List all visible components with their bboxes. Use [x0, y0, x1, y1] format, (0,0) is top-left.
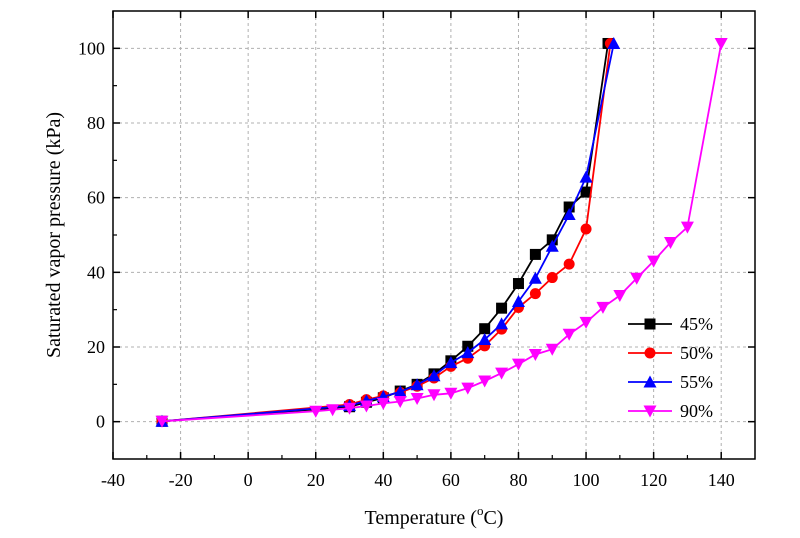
grid-lines — [112, 11, 755, 459]
data-point-marker — [427, 389, 441, 402]
data-point-marker — [478, 333, 492, 346]
data-point-marker — [444, 387, 458, 400]
data-point-marker — [580, 186, 592, 198]
x-axis-title-main: Temperature ( — [365, 507, 478, 529]
data-point-marker — [528, 271, 542, 284]
data-point-marker — [495, 367, 509, 380]
data-point-marker — [479, 323, 491, 335]
data-point-marker — [563, 258, 575, 270]
y-tick-label: 40 — [87, 262, 105, 282]
legend-label: 90% — [680, 401, 713, 421]
x-tick-label: 120 — [640, 470, 667, 490]
x-tick-label: 40 — [374, 470, 392, 490]
y-tick-label: 80 — [87, 113, 105, 133]
legend-label: 45% — [680, 314, 713, 334]
legend-marker — [643, 375, 657, 388]
series-1 — [156, 37, 616, 427]
series-0 — [156, 37, 614, 427]
legend-entry: 90% — [628, 401, 713, 421]
x-tick-label: 60 — [442, 470, 460, 490]
data-point-marker — [647, 255, 661, 268]
data-point-marker — [461, 382, 475, 395]
x-tick-label: -20 — [169, 470, 193, 490]
legend-entry: 45% — [628, 314, 713, 334]
data-point-marker — [563, 201, 575, 213]
x-axis-title-unit: C) — [483, 507, 503, 529]
series-layer — [155, 36, 728, 428]
y-tick-label: 60 — [87, 188, 105, 208]
series-2 — [155, 36, 621, 427]
data-point-marker — [461, 346, 475, 359]
series-line — [161, 43, 609, 423]
data-point-marker — [309, 405, 323, 418]
data-point-marker — [393, 385, 407, 398]
y-tick-label: 0 — [96, 412, 105, 432]
legend-entry: 50% — [628, 343, 713, 363]
legend-marker — [644, 318, 656, 330]
data-point-marker — [410, 393, 424, 406]
x-tick-label: 140 — [708, 470, 735, 490]
legend: 45% 50% 55% 90% — [628, 314, 713, 421]
data-point-marker — [495, 317, 509, 330]
data-point-marker — [545, 239, 559, 252]
legend-label: 55% — [680, 372, 713, 392]
data-point-marker — [393, 396, 407, 409]
data-point-marker — [545, 343, 559, 356]
data-point-marker — [326, 404, 340, 417]
data-point-marker — [529, 288, 541, 300]
data-point-marker — [478, 375, 492, 388]
x-tick-label: 0 — [244, 470, 253, 490]
legend-marker — [643, 405, 657, 418]
data-point-marker — [562, 207, 576, 220]
series-3 — [155, 37, 728, 428]
data-point-marker — [359, 400, 373, 413]
data-point-marker — [496, 302, 508, 314]
data-point-marker — [444, 356, 458, 369]
data-point-marker — [579, 316, 593, 329]
data-point-marker — [630, 272, 644, 285]
x-tick-label: 20 — [307, 470, 325, 490]
axis-ticks: -40 -20 0 20 40 60 80 100 120 140 0 20 40 60 80 100 — [78, 11, 755, 490]
x-tick-label: 100 — [573, 470, 600, 490]
data-point-marker — [546, 272, 558, 284]
data-point-marker — [511, 358, 525, 371]
data-point-marker — [343, 402, 357, 415]
legend-label: 50% — [680, 343, 713, 363]
x-tick-label: -40 — [101, 470, 125, 490]
x-axis-title: Temperature (oC) — [365, 503, 504, 529]
data-point-marker — [427, 369, 441, 382]
y-axis-title: Saturated vapor pressure (kPa) — [43, 112, 65, 358]
data-point-marker — [607, 36, 621, 49]
data-point-marker — [511, 294, 525, 307]
data-point-marker — [410, 378, 424, 391]
data-point-marker — [376, 397, 390, 410]
series-line — [161, 43, 612, 423]
data-point-marker — [529, 248, 541, 260]
legend-entry: 55% — [628, 372, 713, 392]
data-point-marker — [613, 289, 627, 302]
data-point-marker — [528, 348, 542, 361]
y-tick-label: 100 — [78, 38, 105, 58]
series-line — [161, 43, 723, 423]
data-point-marker — [155, 415, 169, 428]
data-point-marker — [579, 170, 593, 183]
y-tick-label: 20 — [87, 337, 105, 357]
series-line — [161, 43, 615, 423]
x-tick-label: 80 — [509, 470, 527, 490]
x-axis-title-degree: o — [477, 503, 484, 518]
data-point-marker — [664, 236, 678, 249]
legend-marker — [644, 347, 656, 359]
data-point-marker — [562, 328, 576, 341]
data-point-marker — [596, 301, 610, 314]
data-point-marker — [580, 223, 592, 235]
data-point-marker — [680, 221, 694, 234]
data-point-marker — [512, 278, 524, 290]
data-point-marker — [714, 37, 728, 50]
